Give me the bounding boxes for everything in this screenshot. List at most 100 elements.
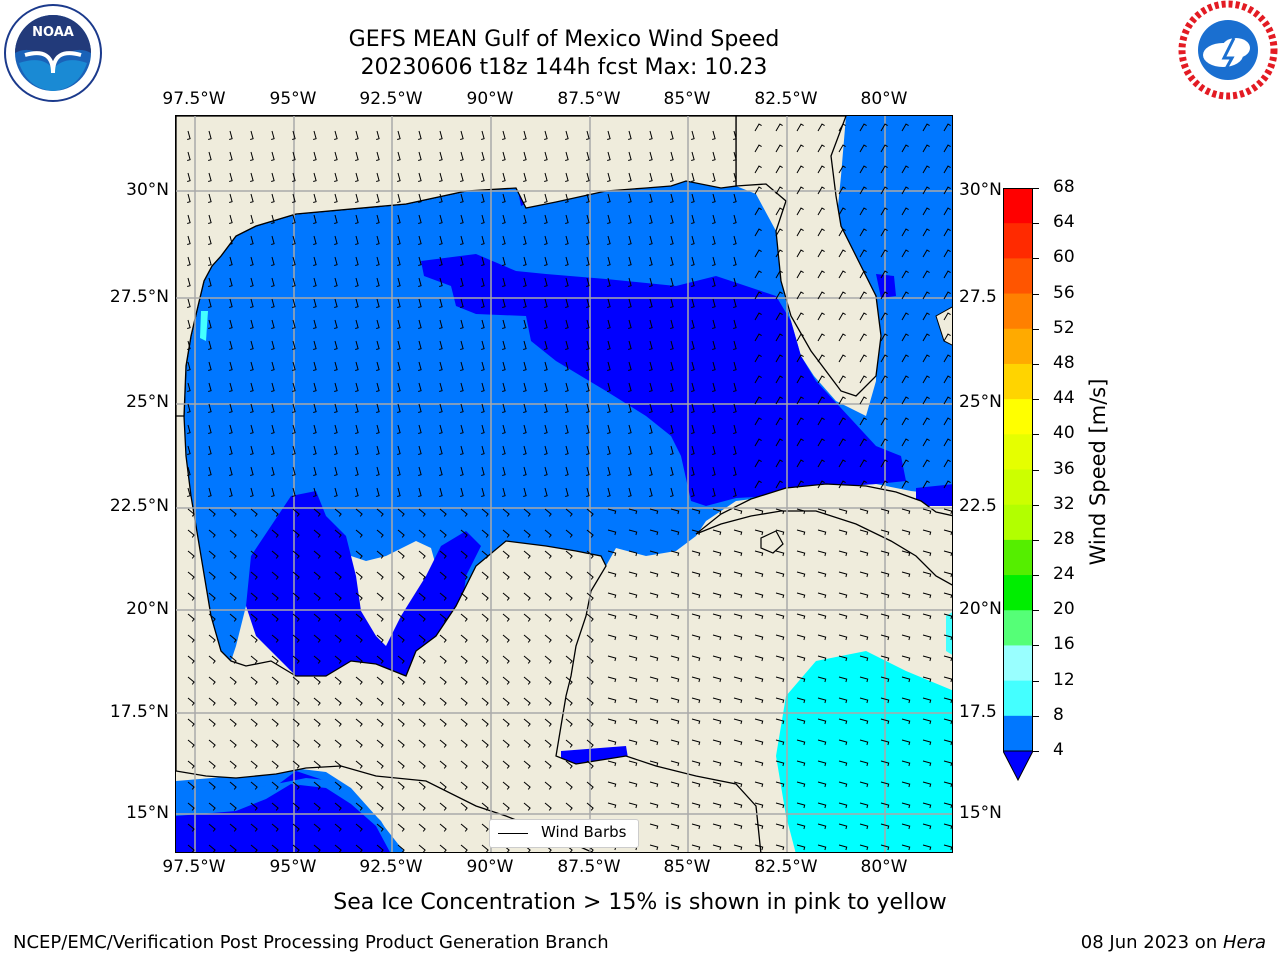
wind-barb [691, 403, 695, 413]
colorbar-segment [1003, 469, 1033, 506]
wind-barb [691, 802, 701, 809]
wind-barb [292, 466, 296, 476]
wind-barb [502, 613, 510, 622]
wind-barb [565, 403, 569, 413]
wind-barb [544, 634, 552, 643]
wind-barb [691, 382, 695, 392]
wind-barb [292, 424, 296, 434]
wind-barb [334, 613, 342, 622]
wind-shade-below-4 [176, 784, 390, 852]
wind-barb [250, 655, 258, 664]
wind-barb [208, 130, 212, 140]
wind-barb [649, 340, 653, 350]
wind-barb [271, 634, 279, 643]
wind-barb [586, 319, 590, 329]
wind-barb [586, 613, 594, 622]
wind-barb [775, 508, 785, 515]
wind-barb [292, 697, 300, 706]
wind-barb [460, 445, 464, 455]
wind-barb [733, 844, 743, 851]
wind-barb [670, 739, 680, 746]
wind-barb [250, 445, 254, 455]
wind-barb [502, 403, 506, 413]
wind-barb [439, 319, 443, 329]
wind-barb [859, 291, 867, 300]
wind-barb [607, 718, 617, 725]
wind-barb [712, 298, 716, 308]
wind-barb [922, 718, 932, 725]
wind-barb [523, 508, 531, 517]
wind-barb [712, 508, 722, 515]
wind-barb [733, 235, 737, 245]
wind-barb [313, 235, 317, 245]
wind-barb [397, 214, 401, 224]
wind-barb [796, 844, 806, 851]
wind-barb [775, 270, 783, 279]
wind-barb [502, 130, 506, 140]
lon-tick-top: 90°W [466, 89, 514, 109]
wind-barb [670, 655, 680, 662]
wind-barb [229, 235, 233, 245]
wind-barb [943, 123, 951, 132]
wind-barb [208, 718, 216, 727]
wind-barb [838, 676, 848, 683]
wind-barb [355, 550, 363, 559]
wind-barb [250, 151, 254, 161]
wind-barb [271, 340, 275, 350]
plot-title: GEFS MEAN Gulf of Mexico Wind Speed [348, 27, 780, 52]
wind-barb [901, 291, 909, 300]
wind-barb [712, 487, 716, 497]
wind-barb [901, 529, 911, 536]
colorbar-segment [1003, 504, 1033, 541]
wind-barb [943, 354, 951, 363]
wind-barb [271, 760, 279, 769]
wind-barb [943, 375, 951, 384]
wind-shade-12-16 [946, 612, 952, 655]
wind-barb [313, 844, 321, 852]
wind-barb [334, 823, 342, 832]
wind-barb [754, 655, 764, 662]
wind-barb [880, 249, 888, 258]
wind-barb [418, 802, 426, 811]
wind-barb [775, 718, 785, 725]
wind-barb [481, 256, 485, 266]
wind-barb [544, 319, 548, 329]
wind-barb [523, 697, 531, 706]
wind-barb [334, 781, 342, 790]
wind-barb [397, 529, 405, 538]
wind-barb [691, 277, 695, 287]
wind-barb [586, 655, 594, 664]
wind-barb [271, 802, 279, 811]
wind-barb [733, 214, 737, 224]
wind-barb [292, 550, 300, 559]
wind-barb [187, 235, 191, 245]
wind-barb [817, 781, 827, 788]
wind-barb [628, 172, 632, 182]
wind-barb [376, 298, 380, 308]
colorbar-tick-label: 56 [1053, 282, 1075, 303]
wind-barb [292, 508, 300, 517]
map-panel [175, 115, 953, 853]
wind-barb [229, 214, 233, 224]
wind-barb [250, 508, 258, 517]
wind-barb [397, 235, 401, 245]
wind-barb [943, 760, 952, 767]
wind-barb [271, 487, 275, 497]
wind-barb [313, 592, 321, 601]
wind-barb [628, 277, 632, 287]
wind-barb [313, 655, 321, 664]
wind-barb [292, 802, 300, 811]
wind-barb [880, 333, 888, 342]
wind-barb [649, 214, 653, 224]
wind-barb [586, 550, 594, 559]
wind-barb [922, 550, 932, 557]
wind-barb [796, 459, 804, 468]
footer-date: 08 Jun 2023 on Hera [1081, 932, 1266, 953]
wind-barb [439, 130, 443, 140]
wind-barb [880, 634, 890, 641]
wind-barb [922, 592, 932, 599]
wind-barb [355, 508, 363, 517]
wind-barb [670, 676, 680, 683]
wind-barb [754, 571, 764, 578]
wind-barb [796, 333, 804, 342]
